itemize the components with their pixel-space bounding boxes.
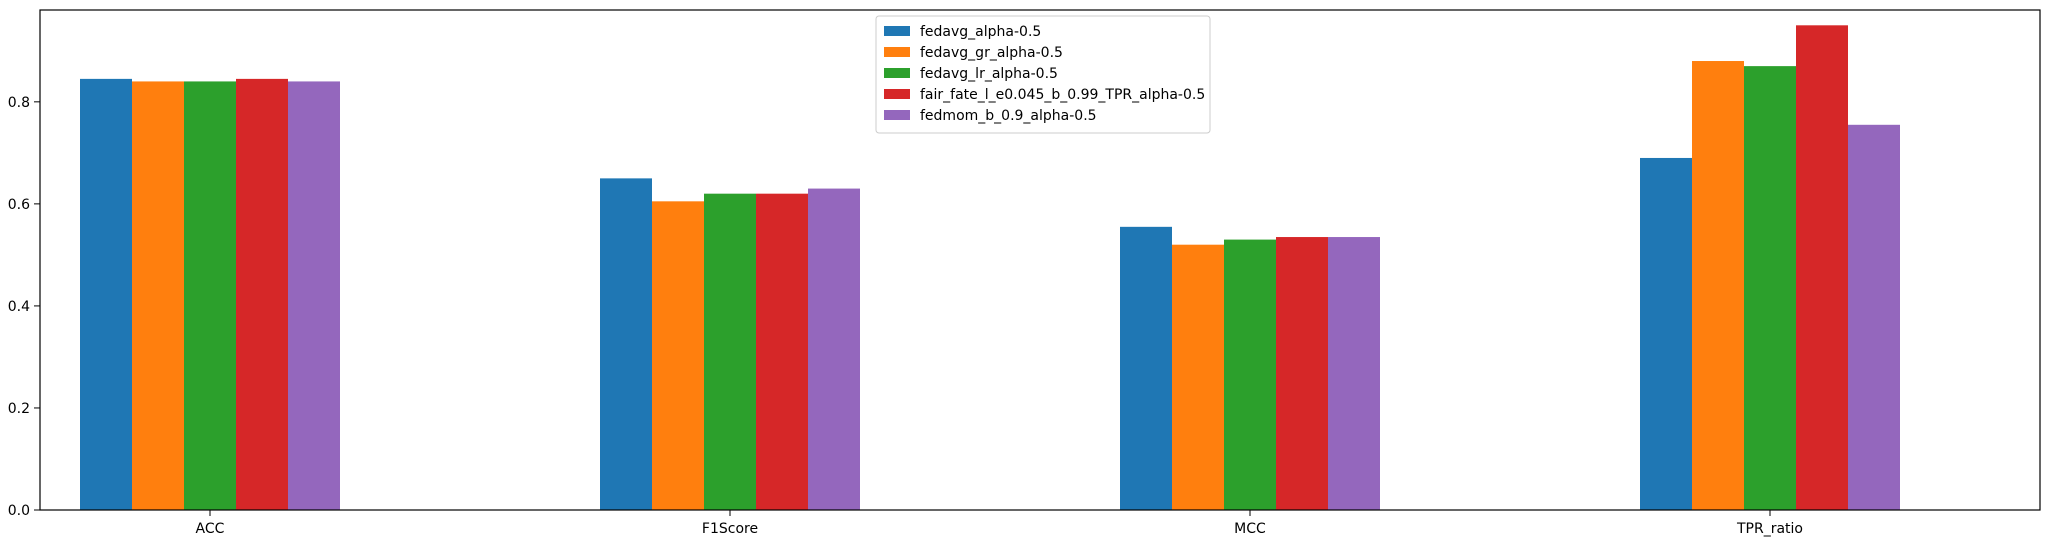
bar-mcc-series-3	[1224, 239, 1276, 510]
plot-frame	[39, 9, 2041, 511]
legend-label: fedavg_gr_alpha-0.5	[920, 45, 1063, 61]
x-tick-label: MCC	[1234, 521, 1266, 537]
x-tick-label: F1Score	[702, 521, 758, 537]
bar-tpr_ratio-series-3	[1744, 66, 1796, 511]
bar-acc-series-1	[80, 78, 132, 510]
axes-layer	[39, 9, 2041, 511]
bar-mcc-series-4	[1276, 237, 1328, 510]
bar-mcc-series-5	[1328, 237, 1380, 510]
bar-acc-series-5	[288, 81, 340, 510]
bar-f1score-series-2	[652, 201, 704, 510]
bar-mcc-series-2	[1172, 244, 1224, 510]
y-tick-label: 0.6	[8, 197, 30, 213]
bar-mcc-series-1	[1120, 226, 1172, 510]
bar-f1score-series-5	[808, 188, 860, 511]
bar-acc-series-2	[132, 81, 184, 510]
legend-label: fedavg_alpha-0.5	[920, 24, 1041, 40]
bar-tpr_ratio-series-1	[1640, 157, 1692, 511]
bar-f1score-series-1	[600, 178, 652, 510]
bar-tpr_ratio-series-5	[1848, 124, 1900, 510]
bar-tpr_ratio-series-4	[1796, 25, 1848, 510]
legend-swatch	[884, 110, 910, 120]
legend-label: fair_fate_l_e0.045_b_0.99_TPR_alpha-0.5	[920, 87, 1205, 103]
bars-layer	[80, 25, 1900, 511]
legend-swatch	[884, 26, 910, 36]
bar-acc-series-3	[184, 81, 236, 510]
x-tick-label: ACC	[196, 521, 225, 537]
legend-swatch	[884, 47, 910, 57]
bar-f1score-series-3	[704, 193, 756, 510]
y-tick-label: 0.2	[8, 401, 30, 417]
bar-f1score-series-4	[756, 193, 808, 510]
legend-label: fedmom_b_0.9_alpha-0.5	[920, 108, 1097, 124]
x-tick-label: TPR_ratio	[1736, 521, 1803, 537]
legend-swatch	[884, 68, 910, 78]
y-tick-label: 0.4	[8, 299, 30, 315]
ticks-layer: 0.0 0.2 0.4 0.6 0.8 ACC F1Score MCC TPR_ratio	[8, 95, 1803, 537]
legend: fedavg_alpha-0.5 fedavg_gr_alpha-0.5fedav…	[875, 15, 1211, 134]
y-tick-label: 0.0	[8, 503, 30, 519]
legend-swatch	[884, 89, 910, 99]
bar-acc-series-4	[236, 78, 288, 510]
legend-label: fedavg_lr_alpha-0.5	[920, 66, 1058, 82]
y-tick-label: 0.8	[8, 95, 30, 111]
legend-box	[875, 15, 1211, 134]
bar-tpr_ratio-series-2	[1692, 61, 1744, 510]
